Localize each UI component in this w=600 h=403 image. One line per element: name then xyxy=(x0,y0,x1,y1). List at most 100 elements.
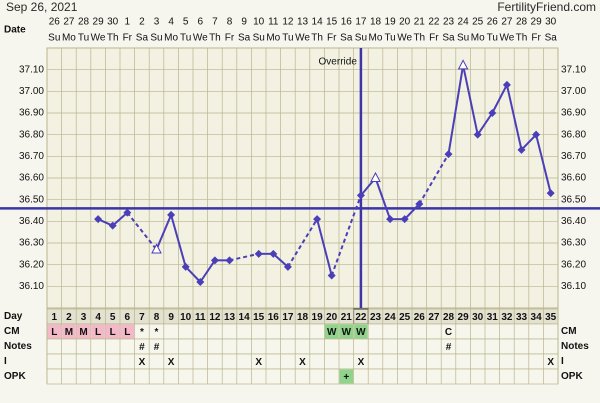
temp-point xyxy=(283,262,292,271)
y-tick-label: 36.90 xyxy=(19,108,44,119)
cell-text: X xyxy=(547,357,554,368)
date-label: 27 xyxy=(501,17,513,28)
day-number: 10 xyxy=(180,312,192,323)
date-label: 25 xyxy=(472,17,484,28)
temp-segment xyxy=(155,214,173,250)
temp-segment xyxy=(476,112,494,136)
date-label: 2 xyxy=(139,17,145,28)
cell-text: L xyxy=(95,327,101,338)
cell-text: # xyxy=(139,342,145,353)
temp-segment xyxy=(535,134,552,194)
open-point xyxy=(370,171,381,182)
temp-point xyxy=(502,80,511,89)
weekday-label: Th xyxy=(516,33,528,44)
cell-text: # xyxy=(446,342,452,353)
day-number: 3 xyxy=(81,312,87,323)
y-tick-label-right: 36.50 xyxy=(561,194,586,205)
temp-point xyxy=(488,109,497,117)
day-number: 11 xyxy=(195,312,206,323)
date-label: 8 xyxy=(227,17,233,28)
date-label: 30 xyxy=(107,17,119,28)
day-number: 8 xyxy=(154,312,160,323)
date-label: 19 xyxy=(385,17,397,28)
chart-date: Sep 26, 2021 xyxy=(6,0,78,14)
cell-text: X xyxy=(358,357,365,368)
weekday-label: Fr xyxy=(123,33,133,44)
cell-text: X xyxy=(168,357,175,368)
weekday-label: Su xyxy=(48,33,60,44)
weekday-label: Tu xyxy=(78,33,89,44)
cell-text: M xyxy=(79,327,87,338)
row-label: Notes xyxy=(4,341,32,352)
date-label: 28 xyxy=(78,17,90,28)
temp-point xyxy=(210,256,219,265)
day-number: 24 xyxy=(385,312,397,323)
temp-segment xyxy=(126,212,158,251)
temp-point xyxy=(269,249,278,258)
day-number: 34 xyxy=(531,312,543,323)
weekday-label: Fr xyxy=(531,33,541,44)
day-number: 30 xyxy=(472,312,484,323)
date-label: 11 xyxy=(268,17,279,28)
y-tick-label: 36.10 xyxy=(19,281,44,292)
cell-text: W xyxy=(356,327,366,338)
cell-bg xyxy=(339,369,354,384)
cell-text: * xyxy=(155,327,159,338)
day-number: 31 xyxy=(487,312,499,323)
date-label: 24 xyxy=(458,17,470,28)
cell-bg xyxy=(91,324,105,339)
cell-bg xyxy=(105,324,120,339)
row-label: I xyxy=(4,356,7,367)
day-number: 27 xyxy=(428,312,440,323)
day-number: 13 xyxy=(224,312,236,323)
date-label: 6 xyxy=(198,17,204,28)
day-number: 1 xyxy=(52,312,58,323)
y-tick-label-right: 36.10 xyxy=(561,281,586,292)
temp-segment xyxy=(316,218,333,276)
weekday-label: Tu xyxy=(282,33,293,44)
cell-text: # xyxy=(154,342,160,353)
date-label: 10 xyxy=(253,17,265,28)
cell-bg xyxy=(339,324,354,339)
y-tick-label-right: 36.30 xyxy=(561,238,586,249)
temp-point xyxy=(415,200,424,208)
temp-point xyxy=(356,191,365,200)
day-number: 7 xyxy=(139,312,145,323)
date-label: 27 xyxy=(63,17,75,28)
date-label: 12 xyxy=(282,17,294,28)
y-tick-label-right: 36.70 xyxy=(561,151,586,162)
date-label: 15 xyxy=(326,17,338,28)
day-number: 4 xyxy=(95,312,101,323)
date-label: 9 xyxy=(241,17,247,28)
site-name: FertilityFriend.com xyxy=(497,0,596,14)
temp-segment xyxy=(287,218,318,268)
day-number: 9 xyxy=(168,312,174,323)
weekday-label: Tu xyxy=(384,33,395,44)
temp-point xyxy=(400,215,409,224)
temp-point xyxy=(313,215,322,224)
weekday-label: Fr xyxy=(327,33,337,44)
weekday-label: Fr xyxy=(429,33,439,44)
day-number: 20 xyxy=(326,312,338,323)
open-point xyxy=(151,243,162,254)
y-tick-label-right: 36.20 xyxy=(561,259,586,270)
row-label-right: I xyxy=(561,356,564,367)
day-number: 18 xyxy=(297,312,309,323)
weekday-label: Sa xyxy=(136,33,149,44)
weekday-label: Sa xyxy=(545,33,558,44)
date-label: 5 xyxy=(183,17,189,28)
day-number: 26 xyxy=(414,312,426,323)
weekday-label: Mo xyxy=(164,33,178,44)
y-tick-label-right: 37.10 xyxy=(561,64,586,75)
temp-point xyxy=(225,256,234,265)
temp-point xyxy=(444,150,453,159)
cell-text: X xyxy=(139,357,146,368)
y-tick-label: 36.60 xyxy=(19,173,44,184)
temp-point xyxy=(94,215,103,224)
y-tick-label: 36.40 xyxy=(19,216,44,227)
cell-text: M xyxy=(65,327,73,338)
row-label: CM xyxy=(4,326,20,337)
day-number: 6 xyxy=(125,312,131,323)
temp-point xyxy=(181,262,190,271)
